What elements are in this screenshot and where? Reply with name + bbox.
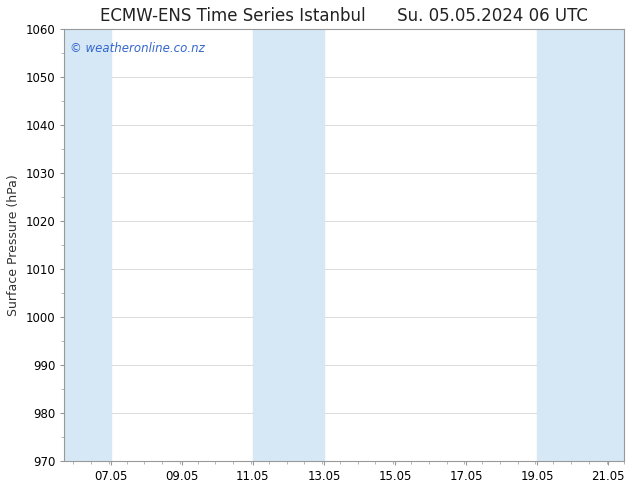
Bar xyxy=(64,29,110,461)
Bar xyxy=(253,29,324,461)
Y-axis label: Surface Pressure (hPa): Surface Pressure (hPa) xyxy=(7,174,20,316)
Title: ECMW-ENS Time Series Istanbul      Su. 05.05.2024 06 UTC: ECMW-ENS Time Series Istanbul Su. 05.05.… xyxy=(100,7,588,25)
Bar xyxy=(537,29,624,461)
Text: © weatheronline.co.nz: © weatheronline.co.nz xyxy=(70,42,205,55)
